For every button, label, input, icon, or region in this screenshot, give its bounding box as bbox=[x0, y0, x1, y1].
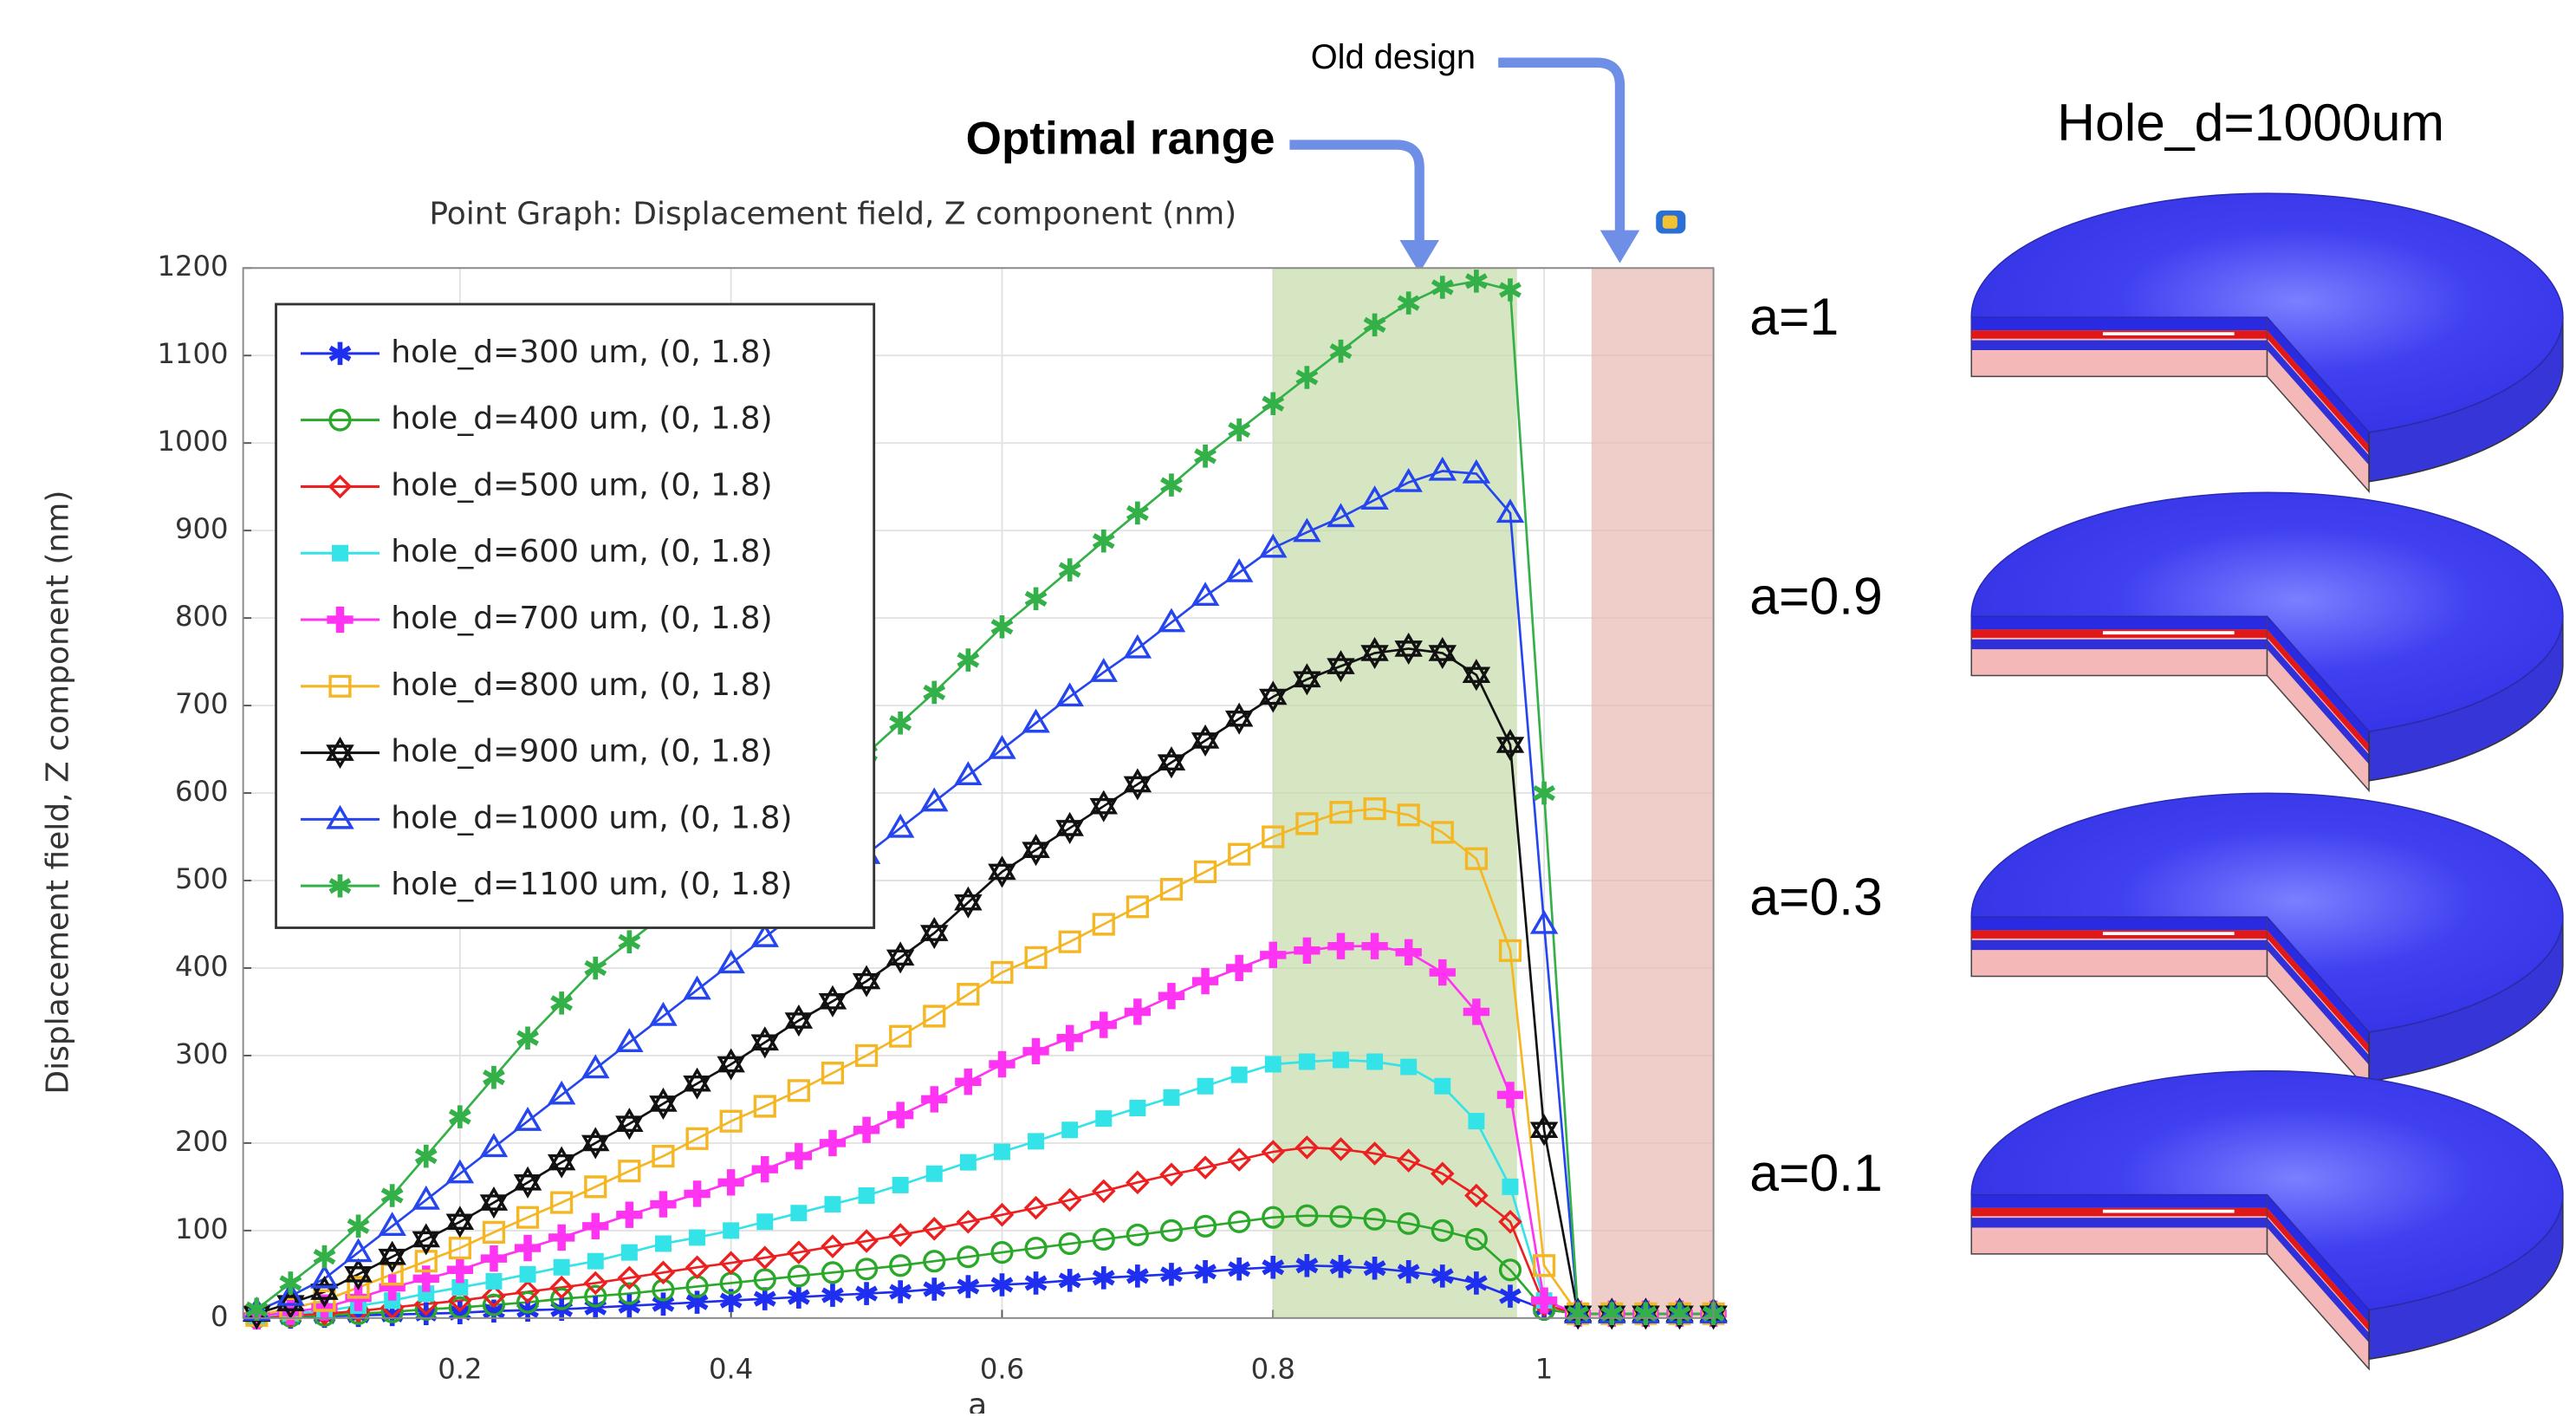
data-point bbox=[723, 1222, 739, 1238]
y-tick-label: 500 bbox=[175, 862, 229, 895]
data-point bbox=[790, 1205, 807, 1221]
arrow bbox=[1289, 145, 1419, 244]
panel-title: Hole_d=1000um bbox=[2057, 93, 2444, 152]
y-tick-label: 900 bbox=[175, 512, 229, 545]
data-point bbox=[1366, 1054, 1383, 1070]
x-axis-label: a bbox=[968, 1388, 987, 1414]
figure: Optimal range Old design Point Graph: Di… bbox=[0, 0, 2576, 1414]
disc-render bbox=[1971, 492, 2563, 790]
legend-marker bbox=[332, 545, 348, 562]
plot: 0 100 200 300 400 500 600 700 800 900 1000 1100 1200… bbox=[158, 250, 1727, 1385]
y-tick-label: 1000 bbox=[158, 425, 229, 458]
data-point bbox=[554, 1259, 570, 1276]
data-point bbox=[1197, 1078, 1214, 1095]
data-point bbox=[689, 1229, 705, 1245]
data-point bbox=[1468, 1113, 1484, 1129]
legend-label: hole_d=1000 um, (0, 1.8) bbox=[391, 800, 792, 835]
data-point bbox=[520, 1266, 536, 1283]
legend-label: hole_d=900 um, (0, 1.8) bbox=[391, 734, 772, 770]
page: {"chart_data": {"type": "line", "title":… bbox=[0, 0, 2576, 1414]
data-point bbox=[859, 1187, 875, 1204]
arrow-head bbox=[1600, 231, 1640, 263]
chart-title: Point Graph: Displacement field, Z compo… bbox=[429, 197, 1236, 232]
y-tick-label: 0 bbox=[211, 1300, 229, 1333]
data-point bbox=[756, 1213, 773, 1230]
panel-label: a=0.3 bbox=[1749, 867, 1882, 926]
annotation: Optimal range bbox=[966, 113, 1275, 164]
legend-label: hole_d=300 um, (0, 1.8) bbox=[391, 335, 772, 370]
data-point bbox=[1299, 1054, 1315, 1070]
data-point bbox=[1265, 1056, 1282, 1073]
annotation-arrows bbox=[1289, 62, 1619, 244]
y-tick-label: 800 bbox=[175, 600, 229, 633]
panel-label: a=0.1 bbox=[1749, 1143, 1882, 1202]
icon bbox=[1663, 216, 1677, 229]
data-point bbox=[1231, 1067, 1248, 1083]
data-point bbox=[1434, 1078, 1450, 1095]
legend-label: hole_d=600 um, (0, 1.8) bbox=[391, 534, 772, 569]
data-point bbox=[1502, 1179, 1518, 1195]
y-axis-label: Displacement field, Z component (nm) bbox=[40, 491, 75, 1095]
x-tick-label: 0.4 bbox=[709, 1353, 753, 1386]
panel-label: a=1 bbox=[1749, 287, 1839, 346]
data-point bbox=[1061, 1121, 1078, 1138]
y-tick-label: 300 bbox=[175, 1037, 229, 1070]
data-point bbox=[1163, 1089, 1179, 1106]
data-point bbox=[994, 1144, 1010, 1160]
y-tick-label: 700 bbox=[175, 687, 229, 720]
shaded-region bbox=[1592, 268, 1714, 1318]
data-point bbox=[1095, 1110, 1112, 1127]
data-point bbox=[960, 1154, 977, 1171]
disc-render bbox=[1971, 1071, 2563, 1369]
y-tick-label: 100 bbox=[175, 1212, 229, 1245]
shaded-region bbox=[1273, 268, 1517, 1318]
data-point bbox=[892, 1177, 909, 1193]
x-tick-label: 0.2 bbox=[438, 1353, 482, 1386]
legend-label: hole_d=500 um, (0, 1.8) bbox=[391, 467, 772, 503]
data-point bbox=[655, 1236, 672, 1252]
y-tick-label: 1100 bbox=[158, 337, 229, 370]
legend-label: hole_d=1100 um, (0, 1.8) bbox=[391, 867, 792, 902]
data-point bbox=[926, 1166, 943, 1182]
x-tick-label: 1 bbox=[1535, 1353, 1553, 1386]
data-point bbox=[824, 1196, 840, 1212]
legend-label: hole_d=800 um, (0, 1.8) bbox=[391, 667, 772, 703]
arrow bbox=[1498, 62, 1619, 233]
panel-label: a=0.9 bbox=[1749, 566, 1882, 625]
y-tick-label: 400 bbox=[175, 950, 229, 983]
y-tick-label: 600 bbox=[175, 775, 229, 808]
data-point bbox=[1129, 1100, 1145, 1116]
data-point bbox=[1028, 1133, 1044, 1149]
data-point bbox=[485, 1273, 502, 1290]
y-tick-label: 200 bbox=[175, 1125, 229, 1158]
data-point bbox=[621, 1245, 638, 1261]
data-point bbox=[587, 1253, 604, 1270]
y-tick-label: 1200 bbox=[158, 250, 229, 283]
data-point bbox=[1400, 1059, 1417, 1076]
disc-render bbox=[1971, 793, 2563, 1091]
annotation: Old design bbox=[1311, 38, 1476, 76]
data-point bbox=[1333, 1052, 1349, 1069]
disc-render bbox=[1971, 193, 2563, 491]
legend-label: hole_d=700 um, (0, 1.8) bbox=[391, 601, 772, 636]
x-tick-label: 0.8 bbox=[1251, 1353, 1295, 1386]
legend-label: hole_d=400 um, (0, 1.8) bbox=[391, 401, 772, 437]
x-tick-label: 0.6 bbox=[980, 1353, 1024, 1386]
